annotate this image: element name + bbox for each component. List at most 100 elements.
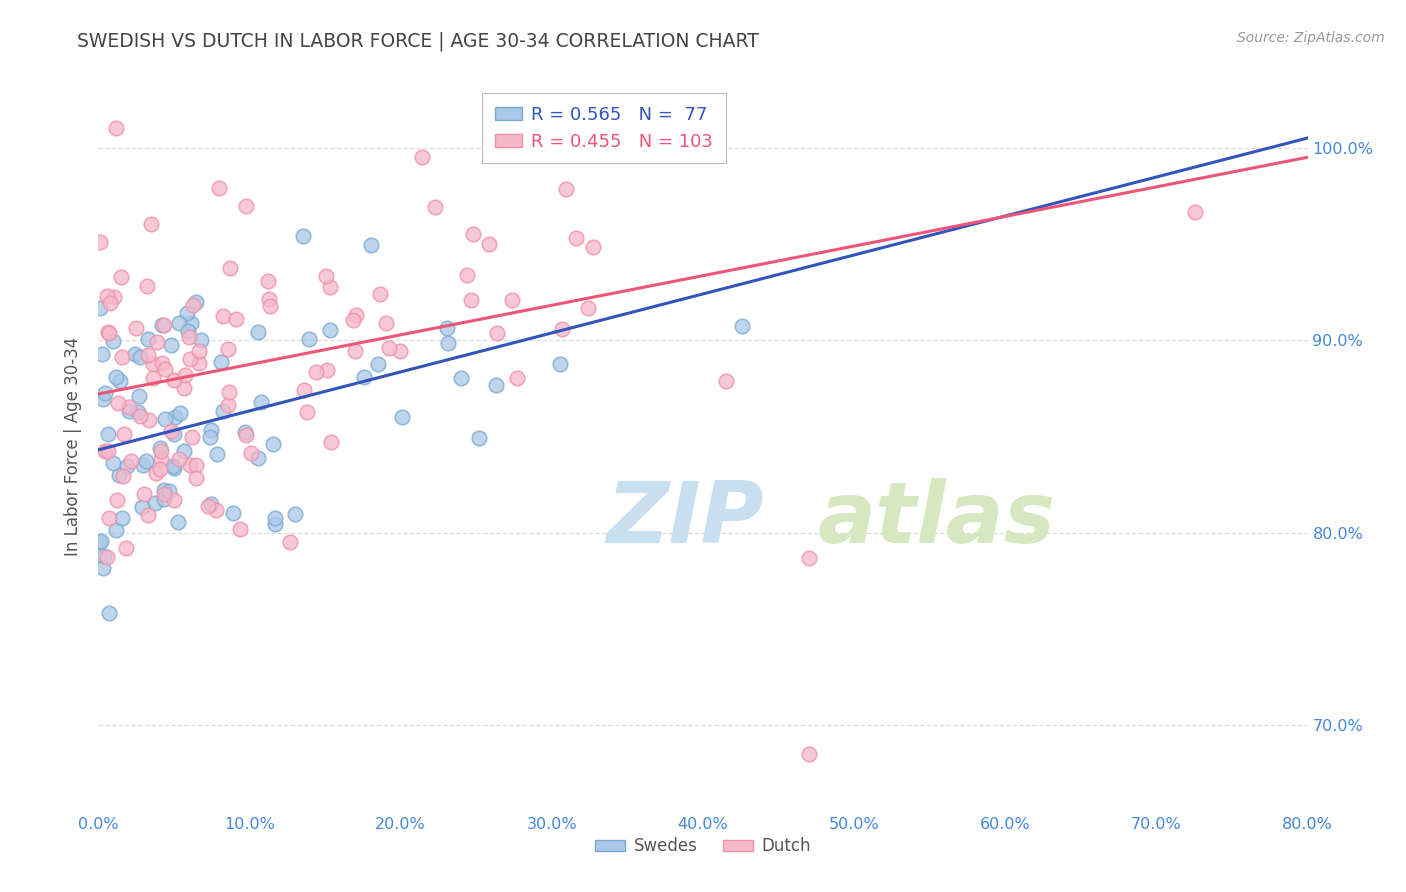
Point [141, 217, 163, 231]
Point [169, 452, 191, 467]
Point [554, 182, 576, 196]
Point [564, 230, 586, 244]
Point [89, 235, 111, 249]
Point [548, 357, 571, 371]
Point [90, 347, 112, 361]
Point [209, 355, 232, 369]
Point [262, 436, 284, 450]
Point [197, 500, 219, 514]
Point [240, 445, 263, 459]
Point [344, 343, 367, 358]
Point [797, 747, 820, 761]
Point [152, 356, 174, 370]
Point [233, 425, 256, 440]
Point [149, 462, 172, 476]
Point [468, 431, 491, 445]
Text: atlas: atlas [818, 477, 1056, 561]
Point [128, 389, 150, 403]
Point [298, 332, 321, 346]
Point [297, 405, 319, 419]
Point [250, 394, 273, 409]
Point [117, 404, 139, 418]
Point [391, 409, 413, 424]
Point [219, 260, 242, 275]
Point [342, 313, 364, 327]
Point [136, 332, 159, 346]
Point [190, 333, 212, 347]
Point [142, 357, 165, 371]
Point [105, 121, 128, 136]
Point [235, 199, 257, 213]
Point [264, 516, 287, 531]
Point [179, 330, 201, 344]
Point [176, 305, 198, 319]
Point [456, 268, 478, 282]
Point [93, 549, 115, 563]
Point [91, 392, 114, 406]
Point [135, 454, 157, 468]
Point [153, 412, 176, 426]
Point [344, 308, 367, 322]
Point [200, 430, 222, 444]
Point [284, 508, 307, 522]
Point [107, 395, 129, 409]
Point [222, 506, 245, 520]
Point [211, 404, 233, 418]
Point [127, 404, 149, 418]
Point [582, 240, 605, 254]
Point [551, 322, 574, 336]
Point [217, 398, 239, 412]
Point [436, 321, 458, 335]
Point [181, 429, 204, 443]
Point [225, 312, 247, 326]
Point [167, 316, 190, 330]
Point [437, 335, 460, 350]
Text: SWEDISH VS DUTCH IN LABOR FORCE | AGE 30-34 CORRELATION CHART: SWEDISH VS DUTCH IN LABOR FORCE | AGE 30… [77, 31, 759, 51]
Point [505, 370, 527, 384]
Point [97, 427, 120, 442]
Point [129, 409, 152, 424]
Point [353, 369, 375, 384]
Point [217, 342, 239, 356]
Point [378, 341, 401, 355]
Point [118, 401, 141, 415]
Point [388, 343, 411, 358]
Point [163, 373, 186, 387]
Point [138, 412, 160, 426]
Y-axis label: In Labor Force | Age 30-34: In Labor Force | Age 30-34 [65, 336, 83, 556]
Point [125, 320, 148, 334]
Point [423, 201, 446, 215]
Point [98, 606, 121, 620]
Point [461, 227, 484, 241]
Point [797, 550, 820, 565]
Point [111, 510, 134, 524]
Point [132, 458, 155, 472]
Point [278, 535, 301, 549]
Point [163, 492, 186, 507]
Point [153, 486, 176, 500]
Point [731, 318, 754, 333]
Point [132, 487, 155, 501]
Point [150, 318, 173, 332]
Point [160, 424, 183, 438]
Point [153, 483, 176, 497]
Point [101, 334, 124, 348]
Point [131, 500, 153, 514]
Point [292, 229, 315, 244]
Point [318, 280, 340, 294]
Point [186, 471, 208, 485]
Point [184, 295, 207, 310]
Point [97, 325, 120, 339]
Point [111, 351, 134, 365]
Point [411, 150, 433, 164]
Text: ZIP: ZIP [606, 477, 763, 561]
Point [91, 560, 114, 574]
Point [576, 301, 599, 316]
Point [714, 375, 737, 389]
Point [229, 522, 252, 536]
Point [97, 326, 120, 340]
Point [87, 534, 110, 549]
Point [375, 316, 398, 330]
Point [179, 458, 201, 472]
Point [187, 344, 209, 359]
